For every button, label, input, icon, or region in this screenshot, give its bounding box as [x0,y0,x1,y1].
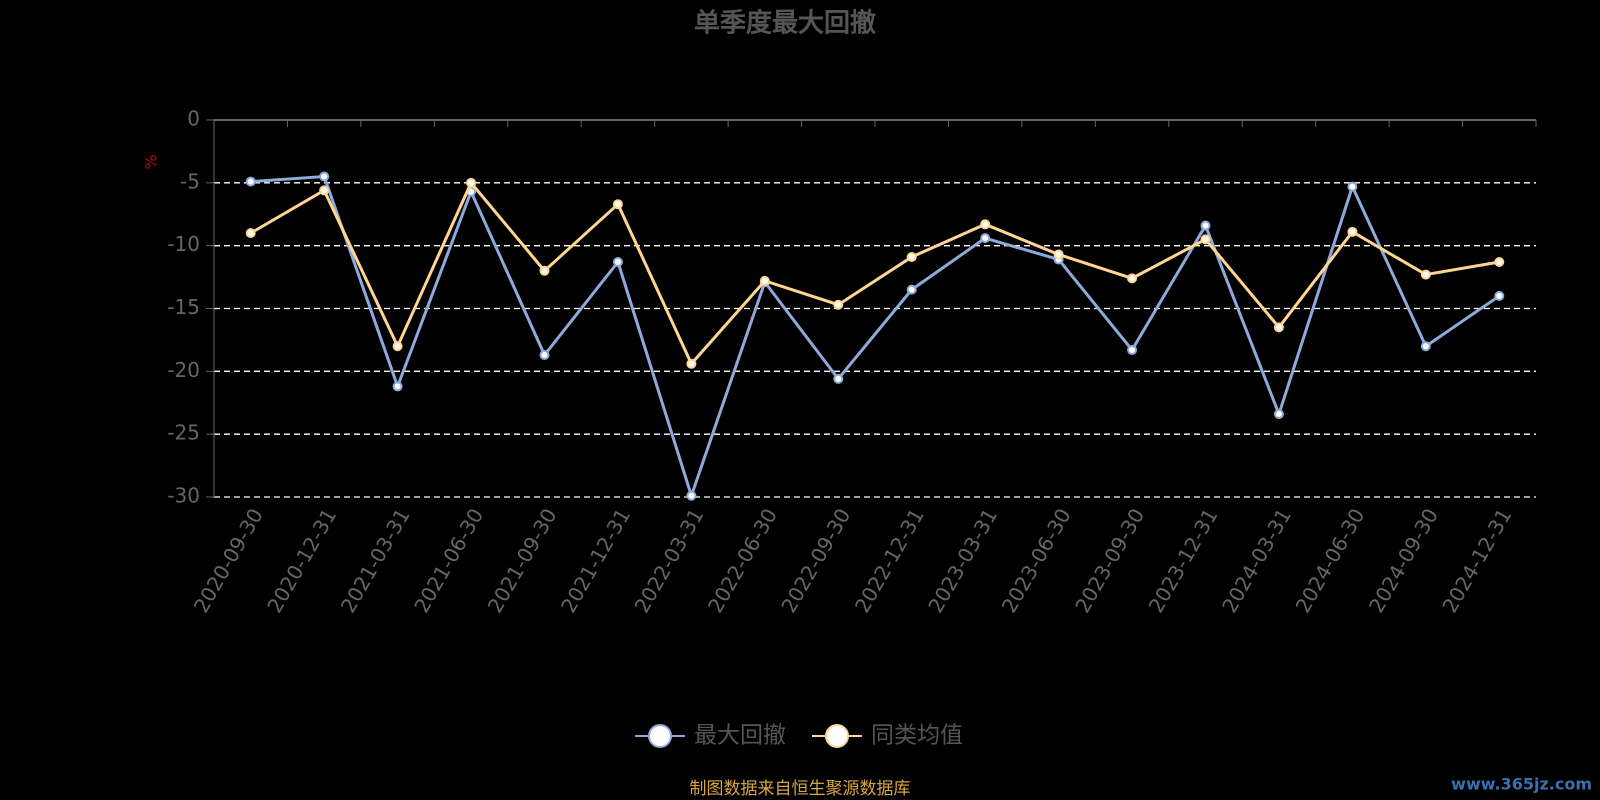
x-tick-label: 2022-06-30 [703,504,782,617]
y-axis-label: % [142,154,161,169]
y-tick-label: -5 [180,169,200,193]
y-tick-label: -15 [167,295,200,319]
data-point [612,257,623,268]
data-point [1420,269,1431,280]
x-tick-label: 2021-03-31 [336,504,415,617]
data-point [686,358,697,369]
legend-marker [825,724,849,748]
chart-title: 单季度最大回撤 [694,8,876,39]
x-tick-label: 2023-06-30 [997,504,1076,617]
data-point [686,490,697,501]
x-tick-label: 2024-03-31 [1217,504,1296,617]
watermark: www.365jz.com [1451,775,1592,794]
y-tick-label: -20 [167,358,200,382]
data-point [759,275,770,286]
series-line [250,174,1501,501]
data-point [1494,290,1505,301]
data-point [1273,322,1284,333]
data-point [1053,249,1064,260]
x-tick-label: 2023-12-31 [1144,504,1223,617]
y-tick-label: -30 [167,484,200,508]
x-tick-label: 2022-09-30 [776,504,855,617]
data-point [1347,181,1358,192]
data-point [539,265,550,276]
legend-label: 同类均值 [871,723,963,749]
data-point [539,349,550,360]
x-tick-label: 2024-09-30 [1364,504,1443,617]
data-point [906,251,917,262]
data-point [1494,257,1505,268]
data-point [980,233,991,244]
x-tick-label: 2021-12-31 [556,504,635,617]
data-point [1420,341,1431,352]
source-note: 制图数据来自恒生聚源数据库 [690,779,911,799]
x-tick-label: 2024-12-31 [1437,504,1516,617]
data-point [1347,226,1358,237]
data-point [1200,234,1211,245]
x-tick-label: 2024-06-30 [1291,504,1370,617]
data-point [833,299,844,310]
x-tick-label: 2023-03-31 [923,504,1002,617]
data-point [612,199,623,210]
legend-label: 最大回撤 [694,723,786,749]
data-point [980,219,991,230]
data-point [833,373,844,384]
x-tick-label: 2023-09-30 [1070,504,1149,617]
data-point [392,341,403,352]
x-tick-label: 2022-03-31 [630,504,709,617]
data-point [245,176,256,187]
data-point [392,381,403,392]
data-point [319,171,330,182]
data-point [466,177,477,188]
x-tick-label: 2021-09-30 [483,504,562,617]
data-point [906,284,917,295]
legend-marker [648,724,672,748]
data-point [1127,344,1138,355]
x-tick-label: 2022-12-31 [850,504,929,617]
x-tick-label: 2021-06-30 [409,504,488,617]
data-point [1127,273,1138,284]
x-tick-label: 2020-12-31 [262,504,341,617]
x-tick-label: 2020-09-30 [189,504,268,617]
data-point [1273,409,1284,420]
y-tick-label: 0 [187,107,200,131]
data-point [245,228,256,239]
data-point [1200,220,1211,231]
y-tick-label: -25 [167,421,200,445]
data-point [319,185,330,196]
series-line [249,180,1500,367]
y-tick-label: -10 [167,232,200,256]
